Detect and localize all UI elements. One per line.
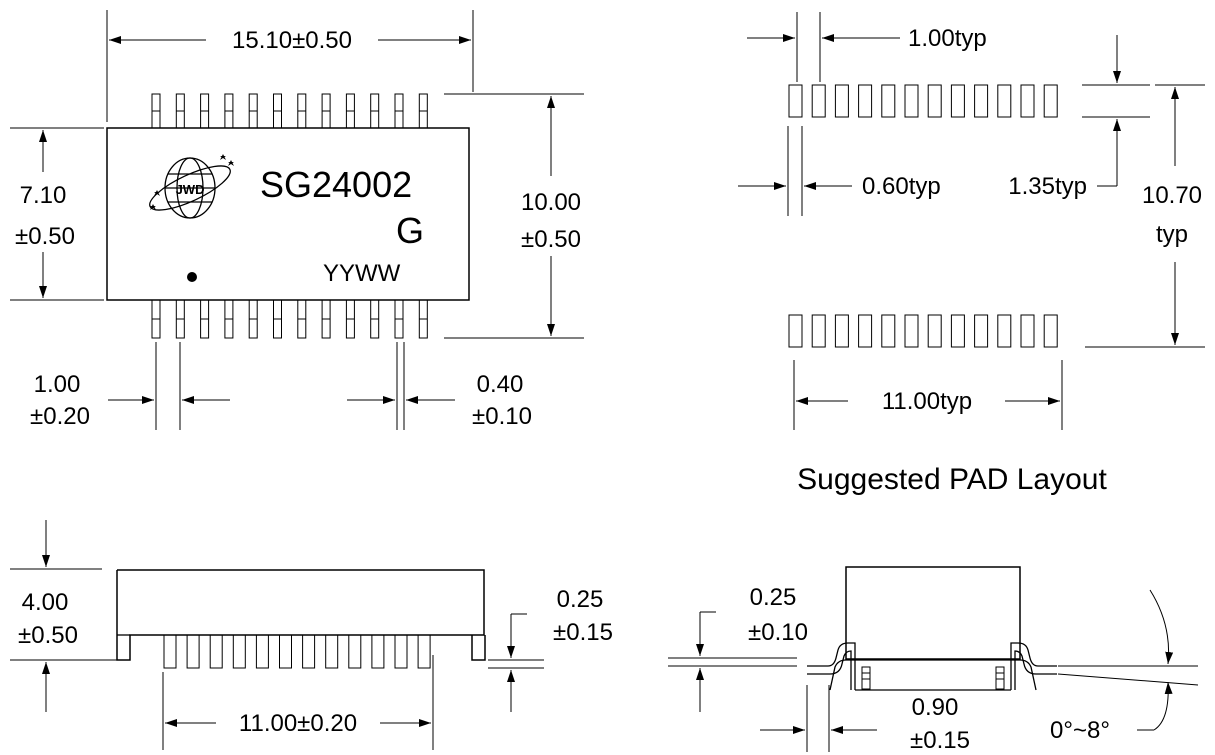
pad bbox=[927, 84, 942, 118]
foot-length-dim-value: 0.90 bbox=[912, 694, 959, 721]
bottom-leads bbox=[151, 299, 428, 339]
side-lead bbox=[209, 634, 223, 669]
pad bbox=[811, 84, 826, 118]
side-leads bbox=[163, 634, 431, 669]
foot-length-dim-tol: ±0.15 bbox=[910, 727, 970, 754]
lead-thickness-dim-tol: ±0.10 bbox=[748, 619, 808, 646]
pad bbox=[1043, 314, 1058, 348]
side-lead bbox=[279, 634, 292, 669]
pad bbox=[881, 314, 896, 348]
pad bbox=[950, 314, 965, 348]
angle-dim: 0°~8° bbox=[1050, 717, 1110, 744]
standoff-dim-tol: ±0.15 bbox=[553, 619, 613, 646]
side-lead bbox=[163, 634, 177, 669]
pad bbox=[927, 314, 942, 348]
pad-row-top bbox=[788, 84, 1058, 118]
side-lead bbox=[302, 634, 316, 669]
pad-row-bottom bbox=[788, 314, 1058, 348]
pad bbox=[974, 314, 989, 348]
pad bbox=[904, 84, 919, 118]
part-number: SG24002 bbox=[260, 164, 412, 205]
lead-width-dim-tol: ±0.10 bbox=[472, 403, 532, 430]
lead-thickness-dim-value: 0.25 bbox=[750, 584, 797, 611]
pad-pitch-dim: 1.00typ bbox=[908, 25, 987, 52]
side-lead bbox=[348, 634, 362, 669]
overall-height-dim-tol: ±0.50 bbox=[521, 226, 581, 253]
pad bbox=[1020, 84, 1035, 118]
side-lead bbox=[325, 634, 339, 669]
package-body bbox=[106, 127, 470, 301]
side-lead bbox=[232, 634, 246, 669]
side-height-dim-value: 4.00 bbox=[22, 589, 69, 616]
logo-text: JWD bbox=[176, 182, 205, 197]
pad bbox=[788, 314, 803, 348]
side-lead bbox=[371, 634, 385, 669]
date-code: YYWW bbox=[323, 260, 401, 287]
pad bbox=[881, 84, 896, 118]
grade-mark: G bbox=[396, 210, 424, 251]
lead-width-dim-value: 0.40 bbox=[477, 371, 524, 398]
top-leads bbox=[151, 93, 428, 129]
pitch-dim-tol: ±0.20 bbox=[30, 403, 90, 430]
company-logo: JWD bbox=[149, 154, 234, 219]
pad bbox=[950, 84, 965, 118]
pad bbox=[1043, 84, 1058, 118]
pad bbox=[858, 84, 873, 118]
overall-height-dim-value: 10.00 bbox=[521, 189, 581, 216]
end-view: 0.25 ±0.10 0.90 ±0.15 0°~8° bbox=[668, 566, 1199, 754]
lead-span-dim: 11.00±0.20 bbox=[239, 710, 357, 737]
row-span-dim-unit: typ bbox=[1156, 221, 1188, 248]
width-dim: 15.10±0.50 bbox=[232, 27, 352, 54]
pad bbox=[974, 84, 989, 118]
pad bbox=[858, 314, 873, 348]
top-view: JWD SG24002 G YYWW 15.10±0.50 7.10 ±0.50… bbox=[10, 10, 584, 430]
standoff-dim-value: 0.25 bbox=[557, 586, 604, 613]
side-lead bbox=[186, 634, 200, 669]
row-span-dim-value: 10.70 bbox=[1142, 182, 1202, 209]
pad-layout-title: Suggested PAD Layout bbox=[797, 463, 1107, 496]
pad bbox=[788, 84, 803, 118]
pad bbox=[811, 314, 826, 348]
row-length-dim: 11.00typ bbox=[882, 388, 972, 415]
pad bbox=[997, 314, 1012, 348]
pad-layout: 1.00typ 0.60typ 1.35typ 10.70 typ 11.00t… bbox=[738, 12, 1205, 496]
side-lead bbox=[394, 634, 408, 669]
pad bbox=[904, 314, 919, 348]
pad bbox=[1020, 314, 1035, 348]
pad bbox=[834, 314, 849, 348]
side-lead bbox=[255, 634, 269, 669]
pad-width-dim: 0.60typ bbox=[862, 173, 941, 200]
pitch-dim-value: 1.00 bbox=[34, 371, 81, 398]
pin1-dot bbox=[187, 272, 197, 282]
end-body-top bbox=[845, 566, 1021, 660]
pad bbox=[997, 84, 1012, 118]
body-height-dim-value: 7.10 bbox=[20, 182, 67, 209]
side-height-dim-tol: ±0.50 bbox=[18, 622, 78, 649]
pad-length-dim: 1.35typ bbox=[1008, 173, 1087, 200]
side-lead bbox=[417, 634, 431, 669]
body-height-dim-tol: ±0.50 bbox=[15, 223, 75, 250]
side-view: 4.00 ±0.50 0.25 ±0.15 11.00±0.20 bbox=[10, 520, 613, 750]
pad bbox=[834, 84, 849, 118]
